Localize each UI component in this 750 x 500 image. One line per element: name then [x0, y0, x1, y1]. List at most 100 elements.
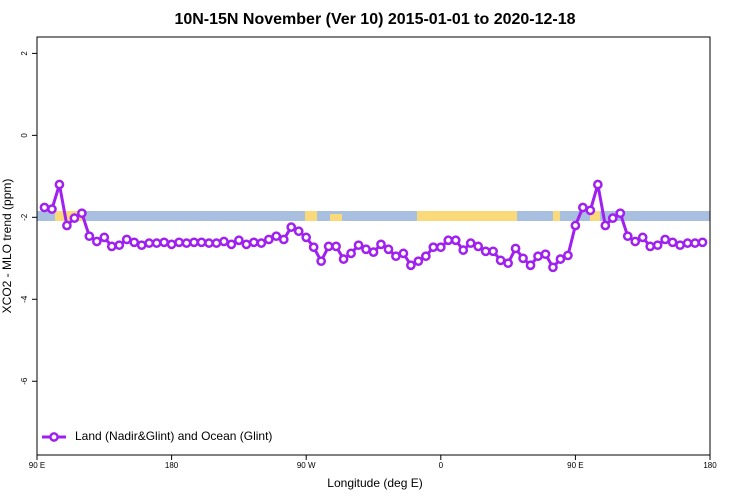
- x-tick-label: 0: [439, 461, 444, 470]
- data-point: [368, 247, 379, 257]
- x-axis-label: Longitude (deg E): [327, 476, 422, 490]
- data-point: [645, 241, 656, 252]
- data-point: [570, 220, 581, 231]
- data-point: [54, 179, 65, 190]
- data-point: [99, 232, 110, 243]
- x-tick-label: 90 E: [29, 461, 45, 470]
- y-tick-label: 0: [20, 133, 29, 138]
- data-point: [503, 258, 513, 269]
- data-point: [488, 246, 498, 257]
- data-point: [151, 238, 162, 248]
- data-point: [630, 236, 641, 247]
- data-point: [196, 237, 207, 248]
- data-point: [91, 236, 102, 247]
- data-point: [391, 251, 401, 262]
- data-point: [181, 238, 192, 248]
- data-point: [353, 240, 364, 251]
- data-point: [174, 237, 184, 248]
- data-point: [278, 234, 289, 245]
- x-tick-label: 180: [165, 461, 179, 470]
- data-point: [450, 235, 461, 246]
- x-tick-label: 90 W: [297, 461, 316, 470]
- y-tick-label: -4: [20, 295, 29, 303]
- data-point: [555, 254, 566, 264]
- data-point: [660, 234, 670, 245]
- data-point: [129, 237, 140, 248]
- data-point: [675, 240, 685, 251]
- data-point: [301, 232, 312, 243]
- data-point: [473, 241, 484, 252]
- data-point: [77, 208, 87, 219]
- data-point: [435, 242, 446, 253]
- data-point: [420, 251, 431, 262]
- x-tick-label: 180: [703, 461, 717, 470]
- data-point: [413, 256, 424, 267]
- data-point: [39, 202, 50, 213]
- data-point: [241, 239, 252, 250]
- data-point: [84, 231, 95, 242]
- data-point: [398, 248, 409, 259]
- data-point: [585, 205, 596, 216]
- data-point: [443, 235, 454, 246]
- data-point: [316, 256, 327, 267]
- data-point: [465, 238, 476, 248]
- data-point: [308, 242, 319, 253]
- chart-title: 10N-15N November (Ver 10) 2015-01-01 to …: [174, 11, 575, 28]
- data-point: [204, 238, 214, 248]
- data-point: [47, 204, 57, 214]
- data-point: [219, 236, 229, 247]
- y-tick-label: -6: [20, 377, 29, 385]
- data-point: [121, 234, 132, 245]
- y-tick-label: 2: [20, 51, 29, 56]
- data-point: [495, 255, 506, 266]
- data-point: [106, 241, 117, 252]
- data-point: [525, 260, 536, 271]
- data-point: [323, 241, 334, 252]
- data-point: [159, 237, 169, 248]
- data-point: [331, 241, 341, 252]
- data-point: [256, 238, 267, 248]
- data-point: [166, 239, 177, 250]
- data-point: [518, 253, 528, 264]
- data-point: [271, 231, 282, 242]
- map-strip: [37, 211, 710, 221]
- data-point: [607, 213, 618, 223]
- data-point: [226, 239, 237, 250]
- data-point: [114, 240, 125, 251]
- data-point: [406, 260, 416, 271]
- data-point: [69, 213, 80, 223]
- data-point: [458, 245, 469, 255]
- data-point: [480, 246, 491, 257]
- data-point: [652, 240, 663, 251]
- data-point: [361, 244, 371, 255]
- data-point: [286, 222, 297, 232]
- data-point: [510, 243, 521, 254]
- data-point: [189, 237, 199, 248]
- data-point: [592, 179, 603, 190]
- data-point: [62, 220, 72, 231]
- data-point: [615, 208, 626, 219]
- data-point: [548, 262, 558, 273]
- data-point: [234, 235, 244, 246]
- data-point: [533, 251, 543, 262]
- x-tick-label: 90 E: [567, 461, 583, 470]
- data-point: [667, 237, 678, 248]
- data-point: [136, 240, 147, 251]
- data-point: [346, 248, 356, 259]
- data-point: [376, 239, 386, 250]
- data-point: [293, 226, 304, 237]
- y-tick-label: -2: [20, 213, 29, 221]
- data-point: [578, 202, 588, 213]
- data-point: [637, 232, 648, 243]
- plot-frame: [36, 36, 711, 456]
- data-point: [144, 238, 155, 248]
- data-point: [249, 237, 259, 248]
- y-axis-label: XCO2 - MLO trend (ppm): [0, 179, 14, 314]
- data-point: [540, 249, 551, 260]
- data-point: [563, 250, 573, 261]
- data-point: [263, 234, 274, 245]
- data-point: [211, 238, 222, 248]
- data-point: [338, 254, 349, 264]
